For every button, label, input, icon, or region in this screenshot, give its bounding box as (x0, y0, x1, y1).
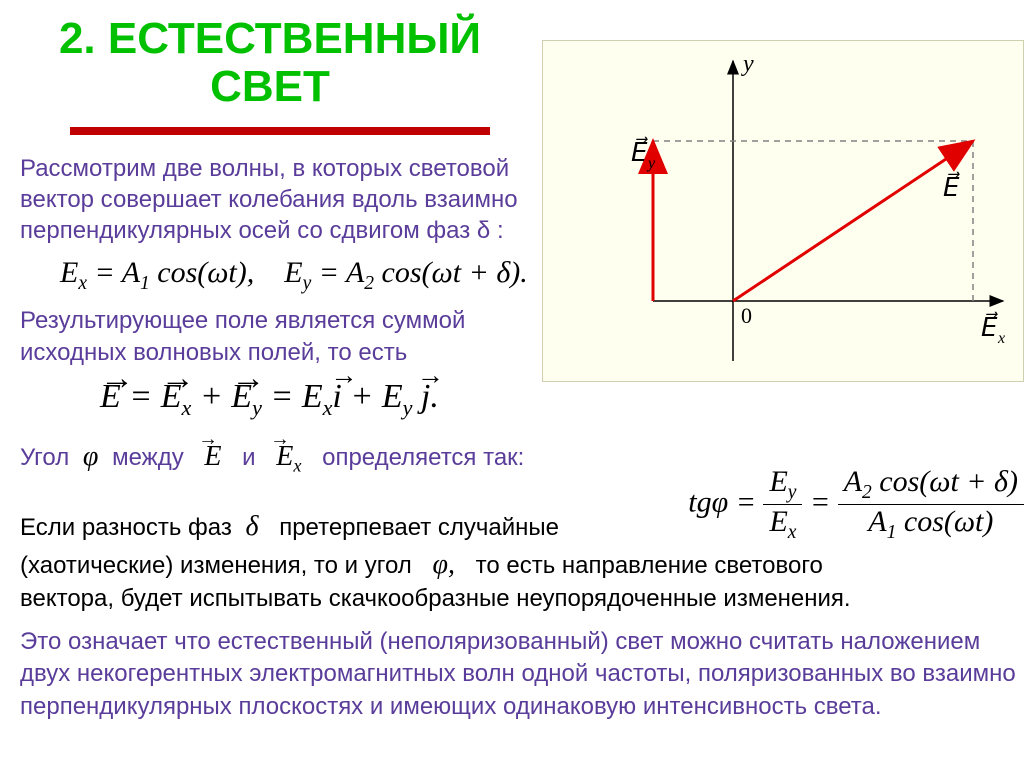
paragraph-sum: Результирующее поле является суммой исхо… (0, 305, 550, 367)
label-Ex-sub: x (997, 330, 1005, 347)
label-y: y (741, 51, 754, 77)
paragraph-conclusion: Это означает что естественный (неполяриз… (0, 616, 1024, 723)
page-title: 2. ЕСТЕСТВЕННЫЙ СВЕТ (0, 0, 540, 117)
label-Ey: E⃗ (631, 136, 648, 167)
title-underline (70, 127, 490, 135)
label-origin: 0 (741, 303, 752, 328)
vector-diagram: y 0 E⃗ y E⃗ E⃗ x (542, 40, 1024, 382)
label-E: E⃗ (943, 171, 960, 202)
diagram-svg: y 0 E⃗ y E⃗ E⃗ x (543, 41, 1023, 381)
equation-tangent: tgφ = Ey Ex = A2 cos(ωt + δ) A1 cos(ωt) (688, 465, 1024, 544)
label-Ey-sub: y (646, 155, 656, 172)
label-Ex: E⃗ (981, 311, 998, 342)
paragraph-intro: Рассмотрим две волны, в которых световой… (0, 153, 550, 247)
vector-E (733, 141, 973, 301)
